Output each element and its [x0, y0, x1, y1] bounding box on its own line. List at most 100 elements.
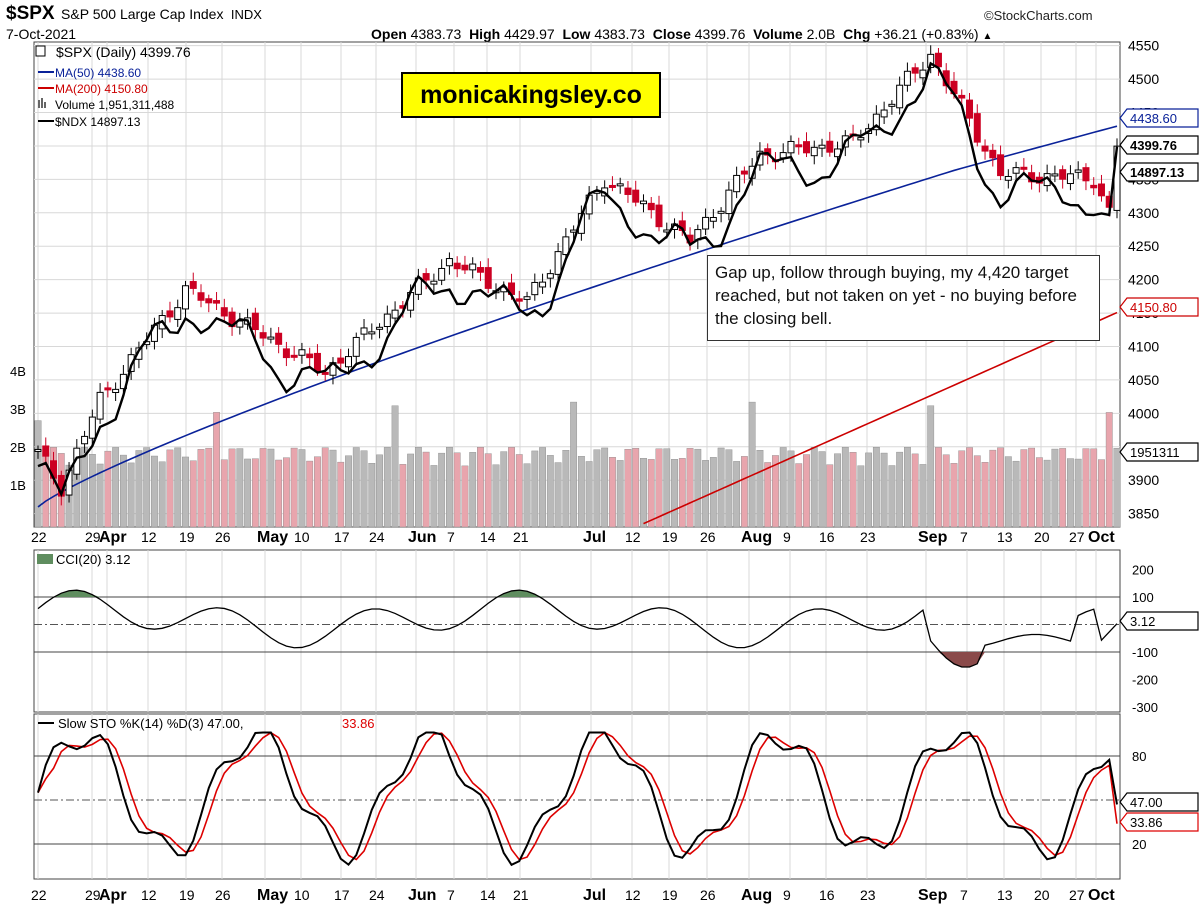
tag-cci [1119, 611, 1199, 631]
candle-body [1020, 166, 1028, 170]
legend-price: $SPX (Daily) 4399.76 [56, 44, 191, 60]
candle-body [989, 149, 997, 159]
candle-body [702, 216, 710, 230]
candle-body [1090, 184, 1098, 189]
volume-bar [205, 447, 213, 528]
volume-bar [826, 464, 834, 528]
chart-title: $SPX S&P 500 Large Cap Index INDX [6, 3, 262, 25]
close-value: 4399.76 [694, 26, 746, 42]
candle-body [453, 262, 461, 270]
candle-body [826, 140, 834, 153]
ma50-line [37, 125, 1118, 508]
cci-legend-text: CCI(20) 3.12 [56, 552, 130, 567]
volume-bar [818, 451, 826, 528]
volume-bar [228, 448, 236, 528]
tag-volume [1119, 442, 1199, 462]
legend-ma200: MA(200) 4150.80 [55, 82, 148, 96]
price-tick-label: 4100 [1128, 339, 1159, 355]
volume-bar [803, 454, 810, 528]
date-tick-label: 16 [819, 887, 835, 903]
volume-bar [663, 448, 671, 528]
volume-bar [182, 456, 189, 528]
date-tick-label: 12 [141, 887, 157, 903]
candle-body [259, 332, 267, 339]
date-tick-label: 26 [700, 529, 716, 545]
volume-bar [438, 452, 446, 528]
candle-body [88, 416, 96, 439]
cci-tick-label: 100 [1132, 590, 1154, 605]
candle-body [733, 174, 741, 193]
volume-bar [911, 453, 919, 528]
volume-bar [267, 448, 275, 528]
volume-bar [989, 449, 997, 528]
volume-bar [290, 447, 298, 528]
candle-body [546, 273, 554, 279]
candle-body [1082, 167, 1090, 182]
cci-negative-fill [938, 652, 986, 668]
date-tick-label: 20 [1034, 529, 1050, 545]
date-tick-label: Oct [1088, 529, 1115, 546]
brand[interactable]: ©StockCharts.com [984, 8, 1093, 23]
date-tick-label: 23 [860, 529, 876, 545]
volume-bar [1004, 456, 1012, 528]
volume-bar [725, 449, 733, 528]
volume-bar [872, 447, 880, 528]
date-tick-label: 7 [447, 887, 455, 903]
price-tick-label: 3850 [1128, 506, 1159, 522]
date-tick-label: 24 [369, 529, 385, 545]
candle-body [1097, 183, 1105, 197]
volume-bar [888, 465, 896, 528]
sto-tick-label: 20 [1132, 837, 1146, 852]
volume-bar [1082, 448, 1090, 528]
volume-bar [1043, 459, 1051, 528]
volume-bar [213, 412, 220, 528]
candle-body [1012, 167, 1020, 174]
date-tick-label: 22 [31, 887, 47, 903]
candle-body [469, 263, 477, 271]
volume-bar [585, 461, 593, 528]
price-tick-label: 4500 [1128, 71, 1159, 87]
cci-tick-label: -300 [1132, 700, 1158, 715]
sto-legend: Slow STO %K(14) %D(3) 47.00, 33.86 [38, 716, 375, 731]
candle-body [391, 309, 399, 319]
candle-body [888, 103, 896, 107]
date-tick-label: 10 [294, 887, 310, 903]
volume-bar [251, 458, 259, 528]
volume-bar [1020, 449, 1028, 528]
volume-bar [958, 450, 966, 528]
candle-body [313, 352, 321, 372]
candle-body [515, 298, 523, 302]
volume-bar [88, 454, 96, 528]
volume-bar [166, 449, 174, 528]
volume-bar [1051, 448, 1059, 528]
candle-body [896, 84, 904, 109]
legend-volume: Volume 1,951,311,488 [55, 98, 175, 112]
candle-body [756, 150, 764, 166]
volume-bar [973, 455, 981, 528]
candle-body [966, 99, 974, 119]
candle-body [376, 326, 384, 330]
date-tick-label: 19 [179, 529, 195, 545]
volume-bar [135, 450, 143, 528]
date-tick-label: 13 [997, 887, 1013, 903]
candle-body [251, 312, 259, 331]
volume-tick-label: 1B [10, 478, 26, 493]
volume-bar [119, 454, 127, 528]
candle-body [112, 388, 120, 394]
candle-body [539, 281, 547, 288]
candle-body [368, 331, 376, 335]
date-tick-label: Jul [583, 887, 606, 904]
ndx-line [37, 61, 1119, 498]
chart-date: 7-Oct-2021 [6, 26, 77, 42]
date-tick-label: 26 [700, 887, 716, 903]
volume-bar [376, 454, 383, 528]
date-tick-label: Jun [408, 529, 436, 546]
price-tick-label: 4000 [1128, 405, 1159, 421]
volume-bar [772, 455, 779, 528]
tag-ndx [1119, 162, 1199, 182]
volume-bar [414, 447, 422, 528]
volume-bar [671, 459, 678, 528]
volume-bar [577, 456, 585, 528]
price-tick-label: 4250 [1128, 238, 1159, 254]
